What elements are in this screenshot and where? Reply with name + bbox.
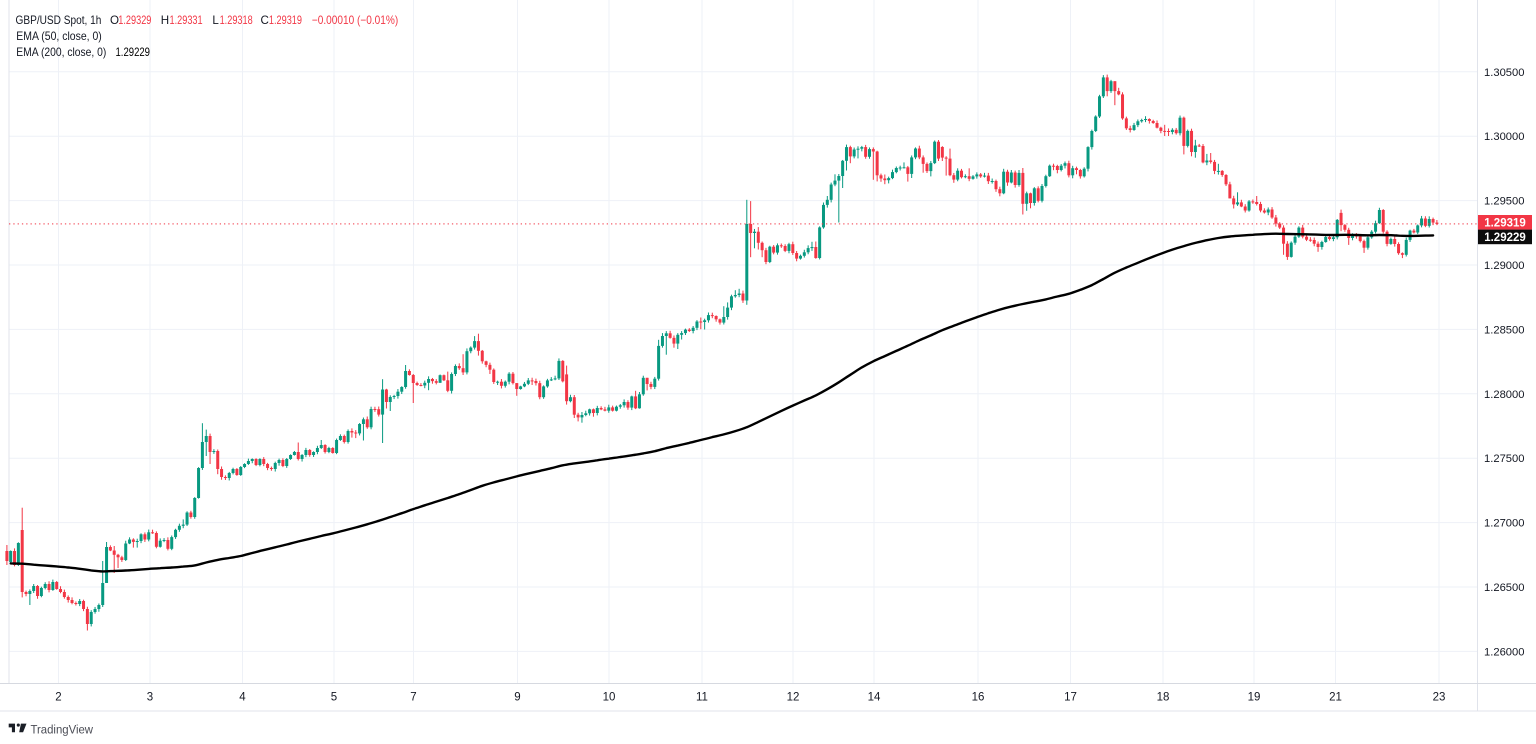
svg-text:1.29229: 1.29229 [1484,232,1526,244]
svg-text:O: O [110,14,119,27]
svg-text:1.30000: 1.30000 [1484,131,1525,143]
svg-text:17: 17 [1064,692,1077,704]
svg-text:21: 21 [1329,692,1342,704]
svg-text:1.29229: 1.29229 [116,46,151,59]
svg-text:TradingView: TradingView [31,722,94,736]
svg-text:10: 10 [603,692,616,704]
svg-text:23: 23 [1433,692,1446,704]
svg-text:2: 2 [55,692,61,704]
svg-text:EMA (50, close, 0): EMA (50, close, 0) [16,30,102,43]
svg-text:1.26500: 1.26500 [1484,582,1525,594]
svg-text:1.29500: 1.29500 [1484,196,1525,208]
svg-text:1.28500: 1.28500 [1484,324,1525,336]
svg-text:4: 4 [239,692,246,704]
svg-text:1.29000: 1.29000 [1484,260,1525,272]
svg-text:1.26000: 1.26000 [1484,646,1525,658]
svg-text:11: 11 [696,692,708,704]
svg-text:GBP/USD Spot, 1h: GBP/USD Spot, 1h [16,14,102,27]
svg-text:3: 3 [147,692,153,704]
svg-text:16: 16 [972,692,985,704]
svg-text:7: 7 [410,692,416,704]
svg-text:14: 14 [868,692,881,704]
svg-text:L: L [212,14,219,27]
svg-text:12: 12 [787,692,800,704]
svg-text:1.30500: 1.30500 [1484,67,1525,79]
svg-text:1.29318: 1.29318 [220,14,253,27]
svg-text:1.29329: 1.29329 [118,14,151,27]
svg-text:9: 9 [514,692,520,704]
svg-text:C: C [261,14,269,27]
svg-text:1.27000: 1.27000 [1484,518,1525,530]
svg-text:18: 18 [1157,692,1170,704]
svg-text:1.29319: 1.29319 [269,14,302,27]
svg-text:H: H [161,14,169,27]
svg-text:1.29319: 1.29319 [1484,217,1526,229]
svg-text:−0.00010 (−0.01%): −0.00010 (−0.01%) [312,14,398,27]
svg-text:5: 5 [331,692,337,704]
svg-text:19: 19 [1248,692,1261,704]
svg-text:EMA (200, close, 0): EMA (200, close, 0) [16,46,106,59]
svg-text:1.28000: 1.28000 [1484,389,1525,401]
svg-text:1.27500: 1.27500 [1484,453,1525,465]
svg-text:1.29331: 1.29331 [170,14,203,27]
